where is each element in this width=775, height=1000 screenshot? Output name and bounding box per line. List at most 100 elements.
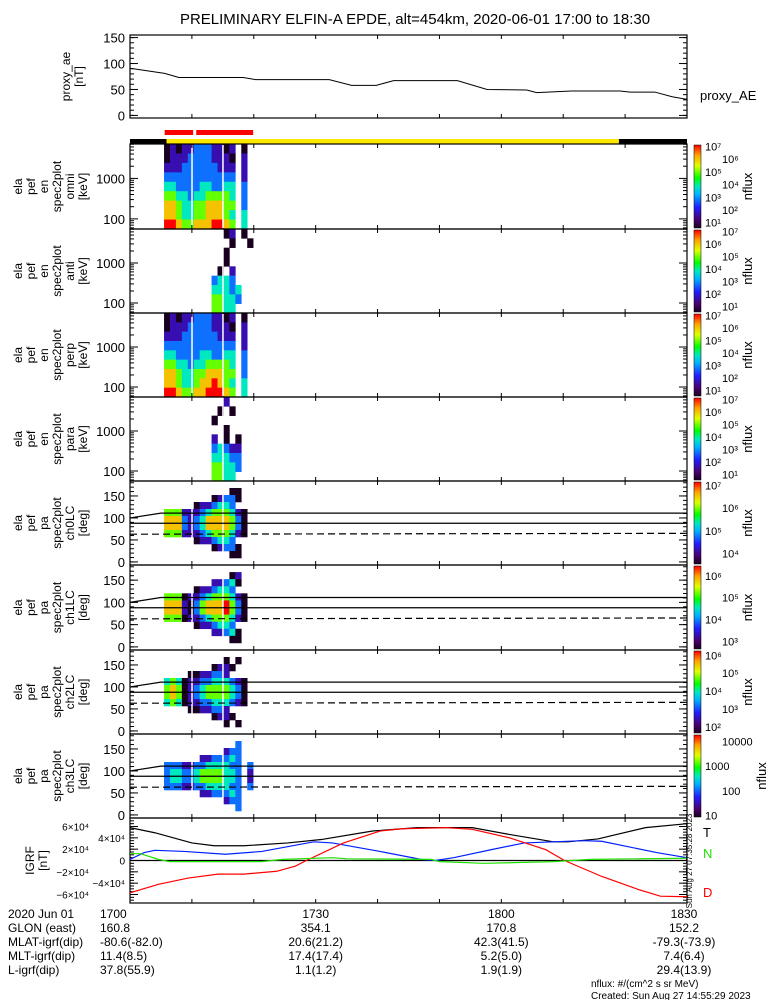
heatmap-cell [241, 191, 248, 201]
heatmap-cell [193, 706, 200, 714]
heatmap-cell [211, 162, 218, 173]
heatmap-cell [241, 331, 248, 342]
heatmap-cell [217, 443, 224, 454]
heatmap-cell [229, 294, 236, 304]
heatmap-cell [193, 769, 200, 777]
colorbar-tick-label: 10⁶ [722, 323, 739, 335]
heatmap-cell [169, 387, 177, 398]
panel-omni [164, 144, 248, 230]
heatmap-cell [164, 313, 171, 323]
heatmap-cell [205, 331, 212, 342]
footer-value: 354.1 [301, 921, 331, 935]
heatmap-cell [241, 350, 248, 360]
heatmap-cell [181, 530, 189, 538]
heatmap-cell [217, 144, 224, 154]
heatmap-cell [193, 172, 200, 183]
heatmap-cell [175, 210, 183, 220]
heatmap-cell [223, 692, 230, 700]
heatmap-cell [211, 153, 218, 164]
y-tick-label: 0 [118, 724, 125, 739]
heatmap-cell [229, 600, 236, 608]
colorbar-label: nflux [740, 509, 755, 537]
heatmap-cell [235, 692, 242, 700]
y-axis-label: spec2plot [50, 160, 64, 212]
heatmap-cell [205, 369, 212, 379]
heatmap-cell [199, 790, 206, 798]
heatmap-cell [175, 350, 183, 360]
colorbar-label: nflux [740, 341, 755, 369]
y-tick-label: 100 [103, 57, 125, 72]
heatmap-cell [181, 516, 189, 524]
heatmap-cell [211, 614, 218, 622]
heatmap-cell [217, 331, 224, 342]
heatmap-cell [223, 664, 230, 672]
y-axis-label: spec2plot [50, 750, 64, 802]
colorbar-label: nflux [740, 257, 755, 285]
heatmap-cell [229, 313, 236, 323]
heatmap-cell [181, 600, 189, 608]
heatmap-cell [187, 322, 195, 332]
colorbar-tick-label: 10⁴ [705, 614, 722, 626]
footer-row-label: 2020 Jun 01 [8, 907, 74, 921]
heatmap-cell [223, 713, 230, 721]
heatmap-cell [229, 453, 236, 463]
heatmap-cell [199, 200, 206, 211]
heatmap-cell [217, 685, 224, 693]
heatmap-cell [169, 191, 177, 201]
heatmap-cell [205, 162, 212, 173]
heatmap-cell [229, 628, 236, 637]
heatmap-cell [193, 313, 200, 323]
heatmap-cell [169, 153, 177, 164]
heatmap-cell [229, 172, 236, 183]
heatmap-cell [187, 331, 195, 342]
y-axis-label: ela [11, 263, 25, 279]
heatmap-cell [181, 172, 189, 183]
heatmap-cell [181, 369, 189, 379]
heatmap-cell [199, 181, 206, 192]
colorbar-tick-label: 10² [705, 457, 721, 469]
y-tick-label: 0 [118, 108, 125, 123]
heatmap-cell [229, 285, 236, 295]
heatmap-cell [223, 219, 230, 230]
heatmap-cell [223, 285, 230, 295]
heatmap-cell [229, 331, 236, 342]
colorbar-tick-label: 10³ [722, 636, 738, 648]
colorbar-tick-label: 10⁷ [722, 227, 738, 239]
heatmap-cell [223, 378, 230, 388]
footer-value: 160.8 [100, 921, 130, 935]
y-axis-label: spec2plot [50, 666, 64, 718]
heatmap-cell [211, 790, 218, 798]
heatmap-cell [211, 628, 218, 637]
heatmap-cell [223, 294, 230, 304]
footer-value: 1830 [671, 907, 698, 921]
footer-row-label: MLAT-igrf(dip) [8, 935, 83, 949]
heatmap-cell [217, 579, 224, 587]
footer-value: 37.8(55.9) [100, 963, 155, 977]
y-axis-label: proxy_ae [59, 51, 73, 101]
heatmap-cell [223, 462, 230, 472]
y-axis-label: ch1LC [63, 590, 77, 625]
heatmap-cell [169, 341, 177, 351]
heatmap-cell [223, 748, 230, 756]
heatmap-cell [223, 172, 230, 183]
heatmap-cell [211, 776, 218, 784]
heatmap-cell [205, 755, 212, 763]
footer-value: 7.4(6.4) [663, 949, 704, 963]
heatmap-cell [229, 537, 236, 545]
colorbar-label: nflux [740, 425, 755, 453]
heatmap-cell [193, 162, 200, 173]
y-axis-label: [deg] [76, 763, 90, 790]
heatmap-cell [205, 387, 212, 398]
heatmap-cell [181, 210, 189, 220]
heatmap-cell [211, 462, 218, 472]
heatmap-cell [229, 572, 236, 580]
heatmap-cell [229, 579, 236, 587]
heatmap-cell [217, 495, 224, 503]
heatmap-cell [211, 537, 218, 545]
heatmap-cell [241, 685, 248, 693]
heatmap-cell [211, 331, 218, 342]
heatmap-cell [175, 369, 183, 379]
heatmap-cell [235, 579, 242, 587]
heatmap-cell [223, 303, 230, 314]
footer-value: 1730 [302, 907, 329, 921]
